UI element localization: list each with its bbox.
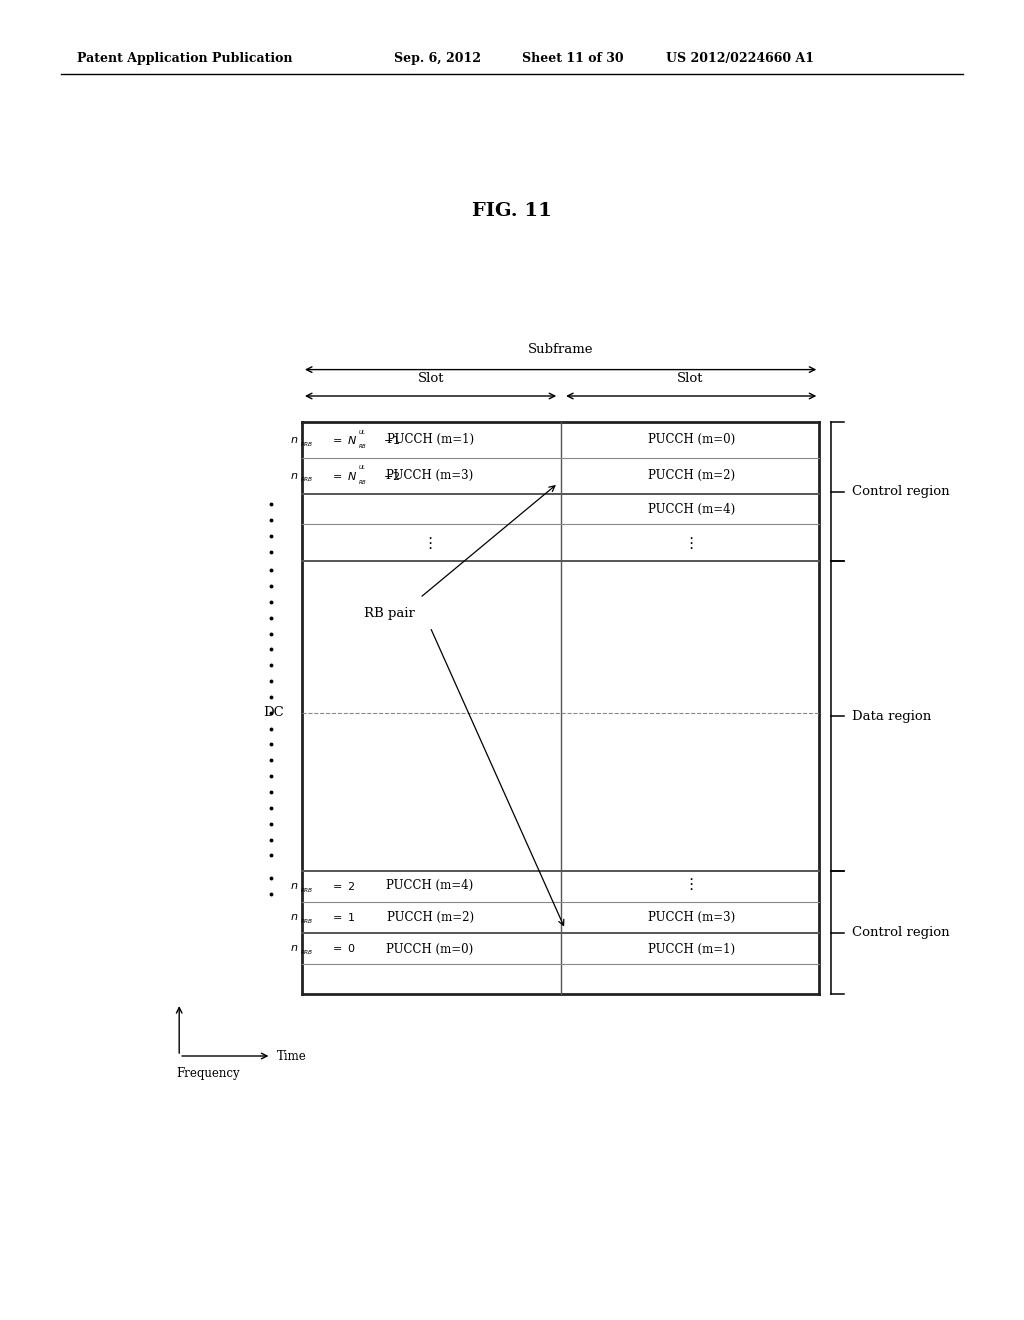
Text: PUCCH (m=0): PUCCH (m=0) — [647, 433, 735, 446]
Text: $_{\mathit{PRB}}$: $_{\mathit{PRB}}$ — [300, 440, 313, 449]
Text: FIG. 11: FIG. 11 — [472, 202, 552, 220]
Text: PUCCH (m=4): PUCCH (m=4) — [647, 503, 735, 516]
Text: ⋮: ⋮ — [684, 876, 698, 892]
Text: $=\ N$: $=\ N$ — [330, 470, 357, 482]
Text: $=\ N$: $=\ N$ — [330, 434, 357, 446]
Text: $_{\mathit{PRB}}$: $_{\mathit{PRB}}$ — [300, 948, 313, 957]
Text: $_{\mathit{PRB}}$: $_{\mathit{PRB}}$ — [300, 917, 313, 925]
Text: Sep. 6, 2012: Sep. 6, 2012 — [394, 51, 481, 65]
Text: DC: DC — [263, 706, 284, 719]
Text: $=\ 0$: $=\ 0$ — [330, 942, 355, 954]
Text: $\mathit{n}$: $\mathit{n}$ — [290, 471, 298, 480]
Text: Time: Time — [276, 1049, 306, 1063]
Text: Data region: Data region — [852, 710, 931, 722]
Text: $=\ 2$: $=\ 2$ — [330, 880, 355, 892]
Text: $_{\mathit{PRB}}$: $_{\mathit{PRB}}$ — [300, 475, 313, 484]
Text: US 2012/0224660 A1: US 2012/0224660 A1 — [666, 51, 814, 65]
Text: Slot: Slot — [419, 372, 444, 385]
Text: Subframe: Subframe — [528, 343, 593, 356]
Text: $^{UL}$: $^{UL}$ — [358, 465, 367, 474]
Text: PUCCH (m=3): PUCCH (m=3) — [647, 911, 735, 924]
Text: $=\ 1$: $=\ 1$ — [330, 911, 355, 924]
Text: Control region: Control region — [852, 486, 949, 498]
Text: $_{RB}$: $_{RB}$ — [358, 478, 368, 487]
Text: $^{UL}$: $^{UL}$ — [358, 429, 367, 438]
Text: PUCCH (m=1): PUCCH (m=1) — [386, 433, 474, 446]
Text: ⋮: ⋮ — [423, 536, 437, 552]
Text: Slot: Slot — [677, 372, 703, 385]
Text: Frequency: Frequency — [176, 1067, 240, 1080]
Text: $\mathit{n}$: $\mathit{n}$ — [290, 882, 298, 891]
Text: $\mathit{n}$: $\mathit{n}$ — [290, 912, 298, 923]
Text: $-2$: $-2$ — [383, 470, 400, 482]
Text: ⋮: ⋮ — [684, 536, 698, 552]
Text: $-1$: $-1$ — [383, 434, 400, 446]
Text: $\mathit{n}$: $\mathit{n}$ — [290, 436, 298, 445]
Text: PUCCH (m=4): PUCCH (m=4) — [386, 879, 474, 892]
Text: RB pair: RB pair — [364, 607, 415, 620]
Text: $_{\mathit{PRB}}$: $_{\mathit{PRB}}$ — [300, 886, 313, 895]
Text: PUCCH (m=2): PUCCH (m=2) — [647, 469, 735, 482]
Text: PUCCH (m=0): PUCCH (m=0) — [386, 942, 474, 956]
Text: PUCCH (m=3): PUCCH (m=3) — [386, 469, 474, 482]
Text: Patent Application Publication: Patent Application Publication — [77, 51, 292, 65]
Text: $\mathit{n}$: $\mathit{n}$ — [290, 944, 298, 953]
Text: Sheet 11 of 30: Sheet 11 of 30 — [522, 51, 624, 65]
Text: $_{RB}$: $_{RB}$ — [358, 442, 368, 451]
Text: PUCCH (m=1): PUCCH (m=1) — [647, 942, 735, 956]
Text: PUCCH (m=2): PUCCH (m=2) — [386, 911, 474, 924]
Text: Control region: Control region — [852, 927, 949, 939]
